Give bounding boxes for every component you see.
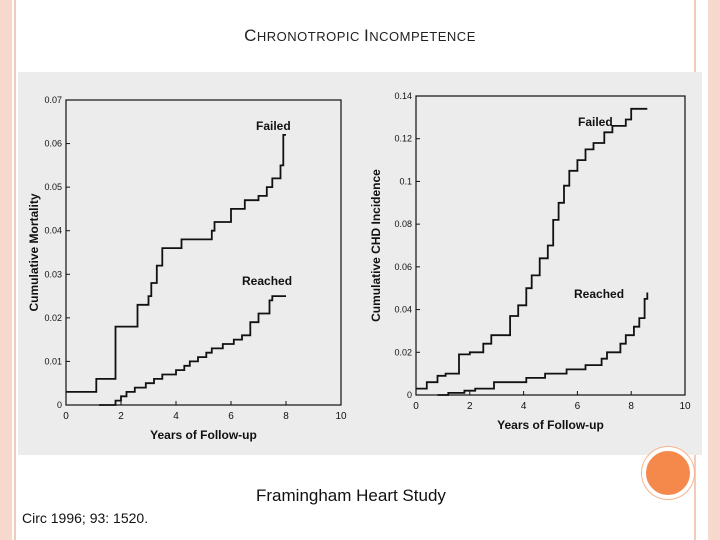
y-tick-label: 0.06 — [394, 262, 412, 272]
y-tick-label: 0.04 — [44, 226, 62, 236]
y-tick-label: 0 — [407, 390, 412, 400]
y-tick-label: 0.01 — [44, 356, 62, 366]
x-tick-label: 4 — [521, 401, 527, 412]
y-tick-label: 0.04 — [394, 305, 412, 315]
chart-1-plot-frame — [65, 99, 342, 406]
series-failed-label: Failed — [578, 115, 613, 129]
x-tick-label: 10 — [679, 401, 691, 412]
chart-2-x-axis-label: Years of Follow-up — [497, 418, 604, 432]
x-tick-label: 2 — [118, 411, 124, 422]
y-tick-label: 0.1 — [399, 176, 412, 186]
x-tick-label: 0 — [413, 401, 419, 412]
y-tick-label: 0.05 — [44, 182, 62, 192]
slide-border-left-line — [14, 0, 16, 540]
title-word-2-rest: NCOMPETENCE — [369, 29, 476, 44]
y-tick-label: 0.06 — [44, 139, 62, 149]
title-word-1-initial: C — [244, 26, 257, 45]
series-failed-label: Failed — [256, 119, 291, 133]
series-failed-line — [66, 134, 286, 393]
x-tick-label: 2 — [467, 401, 473, 412]
x-tick-label: 6 — [228, 411, 234, 422]
figure-panel: 0 2 4 6 8 10 0 0.01 0.02 0.03 0.04 0.05 0.06 0.07 Year… — [18, 72, 702, 455]
y-tick-label: 0.08 — [394, 219, 412, 229]
charts-svg: 0 2 4 6 8 10 0 0.01 0.02 0.03 0.04 0.05 0.06 0.07 Year… — [27, 91, 691, 442]
accent-circle — [642, 447, 694, 499]
chart-1-x-axis-label: Years of Follow-up — [150, 428, 257, 442]
slide-title: CHRONOTROPIC INCOMPETENCE — [0, 26, 720, 46]
chart-2-y-axis-label: Cumulative CHD Incidence — [369, 169, 383, 322]
chart-2: 0 2 4 6 8 10 0 0.02 0.04 0.06 0.08 0.1 0.12 0.14 Years… — [369, 91, 691, 432]
chart-1-y-axis-label: Cumulative Mortality — [27, 193, 41, 311]
x-tick-label: 6 — [575, 401, 581, 412]
x-tick-label: 8 — [283, 411, 289, 422]
series-reached-label: Reached — [242, 274, 292, 288]
y-tick-label: 0.12 — [394, 134, 412, 144]
x-tick-label: 10 — [335, 411, 347, 422]
source-caption: Framingham Heart Study — [256, 486, 446, 505]
title-word-2-initial: I — [364, 26, 370, 45]
y-tick-label: 0.02 — [44, 313, 62, 323]
x-tick-label: 8 — [628, 401, 634, 412]
chart-2-plot-frame — [415, 95, 686, 396]
y-tick-label: 0 — [57, 400, 62, 410]
chart-1: 0 2 4 6 8 10 0 0.01 0.02 0.03 0.04 0.05 0.06 0.07 Year… — [27, 95, 347, 442]
x-tick-label: 4 — [173, 411, 179, 422]
slide-border-right — [708, 0, 720, 540]
series-reached-line — [99, 295, 286, 406]
y-tick-label: 0.07 — [44, 95, 62, 105]
series-reached-line — [437, 292, 649, 396]
series-reached-label: Reached — [574, 287, 624, 301]
slide-border-left — [0, 0, 12, 540]
y-tick-label: 0.14 — [394, 91, 412, 101]
y-tick-label: 0.03 — [44, 269, 62, 279]
series-failed-line — [416, 107, 648, 390]
title-word-1-rest: HRONOTROPIC — [256, 29, 365, 44]
citation: Circ 1996; 93: 1520. — [22, 510, 149, 526]
x-tick-label: 0 — [63, 411, 69, 422]
y-tick-label: 0.02 — [394, 347, 412, 357]
